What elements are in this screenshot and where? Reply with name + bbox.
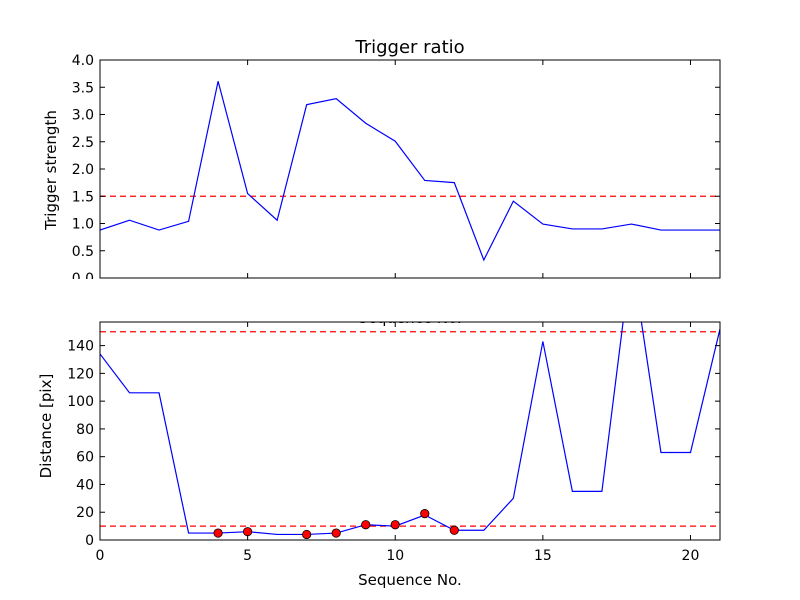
bottom-x-axis-label: Sequence No. (358, 571, 462, 589)
bottom-series-line-0 (100, 322, 720, 536)
top-y-tick-label: 0.5 (72, 244, 94, 260)
bottom-y-tick-label: 80 (76, 422, 94, 438)
top-y-tick-label: 1.5 (72, 189, 94, 205)
bottom-x-tick-label: 15 (534, 548, 552, 564)
bottom-x-tick-label: 20 (682, 548, 700, 564)
bottom-marker-point (361, 520, 371, 530)
bottom-marker-point (331, 528, 341, 538)
bottom-ticks: 0 5 10 15 20 0 20 40 60 80 100 120 140 (67, 322, 720, 564)
top-y-tick-label: 2.5 (72, 135, 94, 151)
bottom-x-tick-label: 5 (243, 548, 252, 564)
bottom-y-tick-label: 40 (76, 477, 94, 493)
bottom-marker-point (302, 529, 312, 540)
bottom-y-axis-label: Distance [pix] (37, 374, 55, 479)
bottom-x-tick-label: 0 (96, 548, 105, 564)
bottom-y-tick-label: 60 (76, 450, 94, 466)
bottom-marker-point (390, 520, 400, 530)
bottom-y-tick-label: 0 (85, 533, 94, 549)
top-y-tick-label: 3.5 (72, 80, 94, 96)
bottom-marker-point (449, 525, 459, 535)
top-y-tick-label: 2.0 (72, 162, 94, 178)
bottom-marker-point (243, 527, 253, 537)
gap-background (0, 279, 800, 322)
top-y-tick-label: 1.0 (72, 217, 94, 233)
bottom-y-tick-label: 100 (67, 394, 94, 410)
top-plot-area (100, 81, 720, 262)
top-y-tick-label: 3.0 (72, 108, 94, 124)
bottom-y-tick-label: 140 (67, 339, 94, 355)
bottom-axes-frame (99, 321, 721, 541)
top-y-axis-label: Trigger strength (42, 110, 60, 231)
bottom-marker-point (420, 509, 430, 519)
bottom-marker-point (213, 528, 223, 538)
top-series-line-0 (100, 81, 720, 262)
bottom-x-tick-label: 10 (386, 548, 404, 564)
bottom-plot-area (100, 322, 720, 540)
bottom-y-tick-label: 20 (76, 505, 94, 521)
bottom-y-tick-label: 120 (67, 366, 94, 382)
chart-title: Trigger ratio (354, 37, 464, 58)
top-y-tick-label: 4.0 (72, 53, 94, 69)
